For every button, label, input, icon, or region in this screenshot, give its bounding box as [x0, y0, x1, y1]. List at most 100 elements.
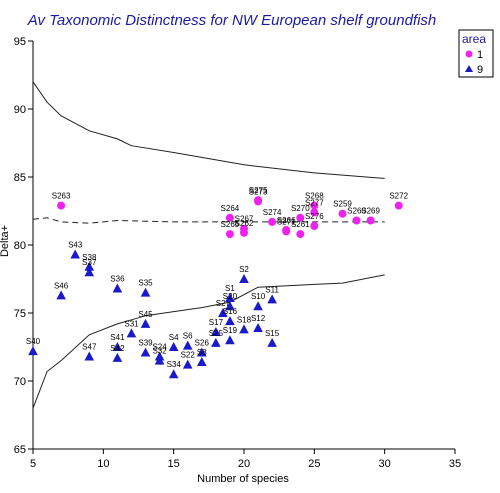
point-label: S19	[223, 326, 238, 335]
point-label: S272	[389, 192, 408, 201]
point-marker	[197, 347, 207, 357]
point-marker	[56, 290, 66, 300]
y-tick-label: 90	[14, 104, 26, 116]
point-marker	[225, 301, 235, 311]
point-label: S267	[235, 215, 254, 224]
x-tick-label: 5	[30, 458, 36, 470]
point-label: S8	[197, 348, 207, 357]
legend-label-1: 1	[477, 49, 483, 61]
point-marker	[253, 301, 263, 311]
point-marker	[268, 217, 277, 226]
point-label: S263	[52, 192, 71, 201]
point-marker	[112, 283, 123, 293]
point-marker	[296, 230, 305, 239]
y-tick-label: 70	[14, 376, 26, 388]
point-label: S47	[82, 343, 97, 352]
point-marker	[253, 322, 263, 332]
point-label: S24	[152, 343, 167, 352]
point-marker	[296, 213, 305, 222]
point-marker	[168, 342, 179, 351]
point-label: S27	[216, 299, 231, 308]
y-axis-label: Delta+	[0, 225, 11, 257]
point-marker	[211, 327, 221, 337]
point-marker	[168, 369, 179, 379]
point-label: S273	[249, 188, 268, 197]
point-marker	[154, 355, 165, 365]
point-label: S40	[26, 337, 41, 346]
point-marker	[28, 346, 38, 356]
point-label: S42	[110, 344, 125, 353]
point-label: S264	[221, 204, 240, 213]
point-label: S270	[291, 204, 310, 213]
point-marker	[140, 287, 151, 297]
legend-box	[458, 29, 494, 78]
point-label: S17	[209, 318, 224, 327]
point-label: S41	[110, 333, 125, 342]
y-tick-label: 85	[14, 172, 26, 184]
y-tick-label: 75	[14, 308, 26, 320]
point-label: S46	[54, 281, 69, 290]
point-marker	[84, 351, 95, 361]
point-label: S268	[305, 192, 324, 201]
point-label: S22	[181, 351, 196, 360]
point-marker	[140, 318, 151, 328]
point-marker	[366, 216, 375, 225]
point-label: S25	[209, 329, 224, 338]
point-label: S26	[195, 338, 210, 347]
legend: area 1 9	[458, 29, 494, 78]
point-marker	[112, 352, 123, 362]
point-marker	[182, 359, 193, 369]
chart-title: Av Taxonomic Distinctness for NW Europea…	[27, 12, 437, 29]
point-marker	[310, 208, 319, 217]
point-label: S262	[235, 219, 254, 228]
point-marker	[310, 201, 319, 210]
point-marker	[225, 213, 234, 222]
point-label: S2	[239, 265, 249, 274]
point-marker	[225, 316, 235, 326]
point-label: S11	[265, 285, 279, 294]
point-label: S37	[82, 258, 97, 267]
point-label: S274	[263, 208, 282, 217]
point-label: S271	[277, 217, 296, 226]
point-marker	[282, 227, 291, 236]
point-marker	[126, 328, 137, 338]
point-label: S260	[347, 207, 366, 216]
point-label: S43	[68, 241, 83, 250]
x-tick-label: 30	[379, 458, 391, 470]
point-label: S45	[138, 310, 153, 319]
point-marker	[225, 293, 235, 303]
x-tick-label: 15	[168, 458, 180, 470]
point-label: S20	[223, 292, 238, 301]
point-marker	[240, 228, 248, 237]
point-label: S12	[251, 314, 266, 323]
point-marker	[84, 261, 95, 271]
point-marker	[218, 308, 228, 317]
point-label: S6	[183, 332, 193, 341]
y-tick-label: 65	[14, 444, 26, 456]
point-marker	[352, 216, 361, 225]
point-marker	[225, 335, 235, 345]
point-marker	[310, 222, 319, 230]
point-label: S38	[82, 253, 97, 262]
point-label: S34	[167, 360, 182, 369]
funnel-lines	[32, 81, 385, 409]
point-label: S39	[138, 338, 153, 347]
point-marker	[394, 201, 403, 210]
point-marker	[267, 337, 277, 347]
point-marker	[225, 230, 234, 239]
point-marker	[70, 249, 80, 259]
legend-label-9: 9	[477, 64, 483, 76]
point-marker	[267, 294, 277, 304]
point-label: S261	[291, 220, 310, 229]
point-marker	[84, 267, 95, 277]
y-tick-label: 95	[14, 36, 26, 48]
point-marker	[239, 274, 249, 283]
point-marker	[239, 324, 249, 334]
point-marker	[211, 337, 221, 347]
point-label: S4	[169, 333, 179, 342]
x-tick-label: 35	[449, 458, 461, 470]
point-label: S15	[265, 329, 280, 338]
point-label: S31	[124, 319, 139, 328]
point-marker	[182, 340, 193, 350]
